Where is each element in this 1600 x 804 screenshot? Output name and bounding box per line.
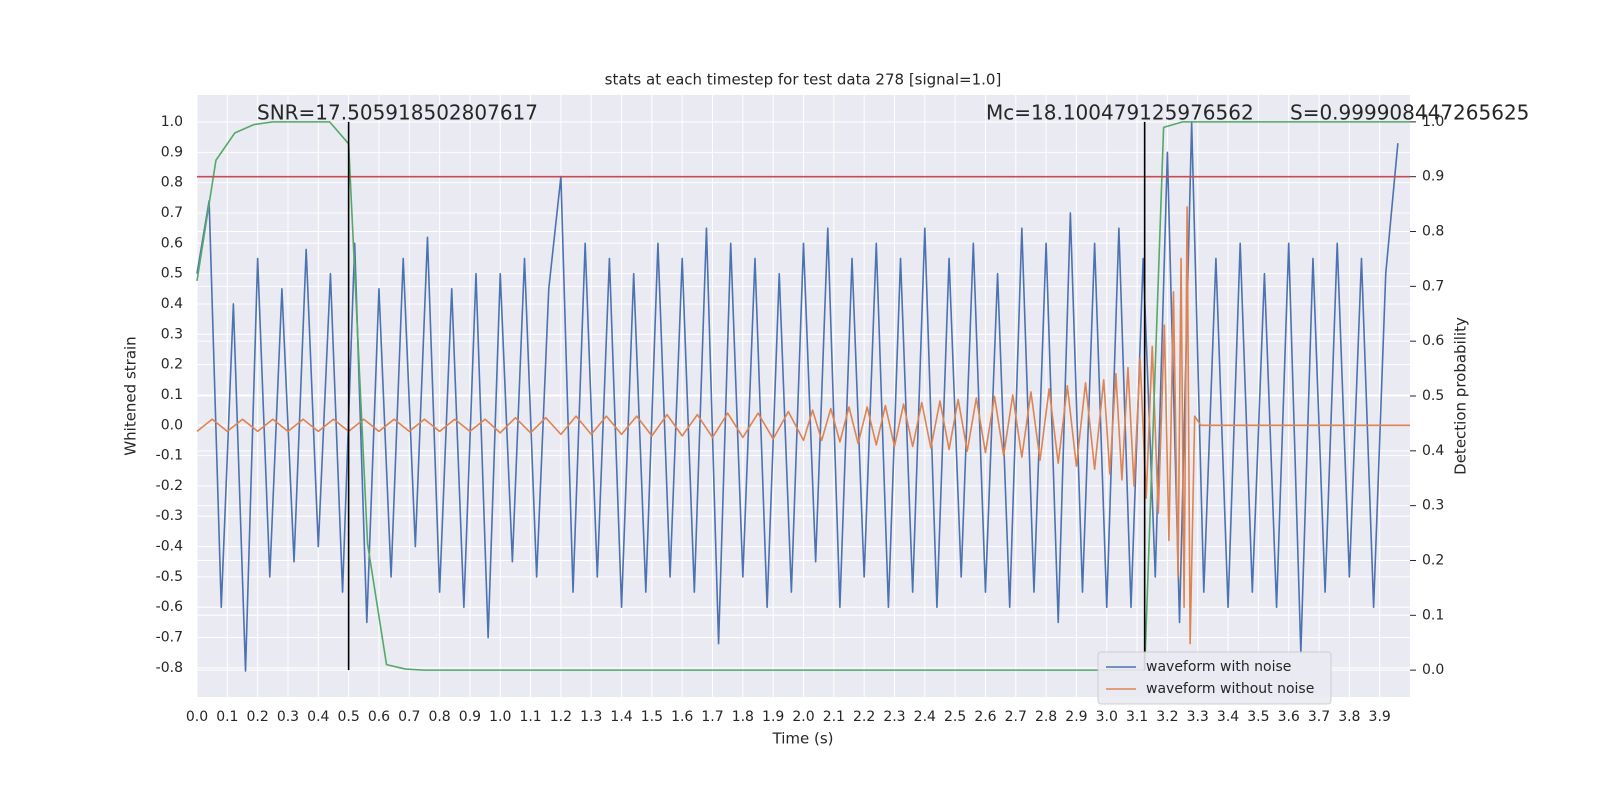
y2-tick-label: 0.9 [1422,169,1444,185]
y-tick-label: -0.8 [156,660,183,676]
y2-tick-label: 0.0 [1422,662,1444,678]
x-tick-label: 1.9 [762,709,784,725]
chart-title: stats at each timestep for test data 278… [605,71,1002,89]
y2-axis-label: Detection probability [1452,317,1470,475]
y-tick-label: 0.3 [161,326,183,342]
y-tick-label: 0.5 [161,266,183,282]
x-tick-label: 0.1 [216,709,238,725]
x-tick-label: 2.0 [792,709,814,725]
y-tick-label: 0.7 [161,205,183,221]
y2-tick-label: 0.8 [1422,224,1444,240]
x-tick-label: 3.8 [1338,709,1360,725]
x-tick-label: 3.4 [1217,709,1239,725]
x-tick-label: 2.6 [974,709,996,725]
x-tick-label: 0.7 [398,709,420,725]
annotation: Mc=18.100479125976562 [986,101,1254,125]
legend: waveform with noise waveform without nois… [1097,651,1332,705]
x-tick-label: 3.2 [1156,709,1178,725]
series-line [196,121,1399,672]
y-tick-label: -0.7 [156,630,183,646]
y2-tick-label: 0.6 [1422,333,1444,349]
x-tick-label: 0.2 [247,709,269,725]
y-tick-label: -0.5 [156,569,183,585]
annotation: SNR=17.505918502807617 [257,101,538,125]
legend-label: waveform without noise [1146,681,1314,697]
y2-tick-label: 1.0 [1422,114,1444,130]
y2-tick-label: 0.2 [1422,552,1444,568]
y-tick-label: -0.4 [156,539,183,555]
x-tick-label: 1.8 [732,709,754,725]
x-tick-label: 0.6 [368,709,390,725]
x-tick-label: 2.4 [914,709,936,725]
x-tick-label: 1.7 [701,709,723,725]
annotation: S=0.999908447265625 [1290,101,1529,125]
y-tick-label: 0.4 [161,296,183,312]
x-tick-label: 2.1 [823,709,845,725]
x-tick-label: 2.7 [1005,709,1027,725]
x-tick-label: 0.8 [428,709,450,725]
series-line [196,121,1410,671]
y-tick-label: 0.1 [161,387,183,403]
x-tick-label: 2.8 [1035,709,1057,725]
y-tick-label: -0.1 [156,448,183,464]
x-tick-label: 0.3 [277,709,299,725]
x-axis-label: Time (s) [772,730,834,748]
y-tick-label: 1.0 [161,114,183,130]
x-tick-label: 1.2 [550,709,572,725]
series-line [196,206,1410,645]
y-tick-label: 0.2 [161,357,183,373]
y2-tick-label: 0.4 [1422,443,1444,459]
x-tick-label: 1.3 [580,709,602,725]
x-tick-label: 3.5 [1247,709,1269,725]
x-tick-label: 2.9 [1065,709,1087,725]
x-tick-label: 3.1 [1126,709,1148,725]
x-tick-label: 3.3 [1187,709,1209,725]
y-tick-label: 0.8 [161,175,183,191]
y-tick-label: 0.9 [161,144,183,160]
x-tick-label: 0.4 [307,709,329,725]
legend-box [1097,651,1332,705]
y-tick-label: 0.6 [161,235,183,251]
x-tick-label: 1.5 [641,709,663,725]
x-tick-label: 1.4 [610,709,632,725]
x-tick-label: 3.6 [1278,709,1300,725]
y2-tick-label: 0.3 [1422,498,1444,514]
x-tick-label: 1.0 [489,709,511,725]
x-tick-label: 2.5 [944,709,966,725]
legend-label: waveform with noise [1146,659,1291,675]
x-tick-label: 1.1 [519,709,541,725]
x-tick-label: 0.9 [459,709,481,725]
x-tick-label: 0.0 [186,709,208,725]
y2-tick-label: 0.5 [1422,388,1444,404]
y-tick-label: -0.6 [156,599,183,615]
x-tick-label: 3.7 [1308,709,1330,725]
x-tick-label: 3.9 [1369,709,1391,725]
y-axis-label: Whitened strain [122,336,140,455]
y2-tick-label: 0.7 [1422,278,1444,294]
x-tick-label: 0.5 [337,709,359,725]
x-tick-label: 3.0 [1096,709,1118,725]
y2-tick-label: 0.1 [1422,607,1444,623]
y-tick-label: 0.0 [161,417,183,433]
y-tick-label: -0.2 [156,478,183,494]
x-tick-label: 2.3 [883,709,905,725]
y-tick-label: -0.3 [156,508,183,524]
x-tick-label: 1.6 [671,709,693,725]
x-tick-label: 2.2 [853,709,875,725]
